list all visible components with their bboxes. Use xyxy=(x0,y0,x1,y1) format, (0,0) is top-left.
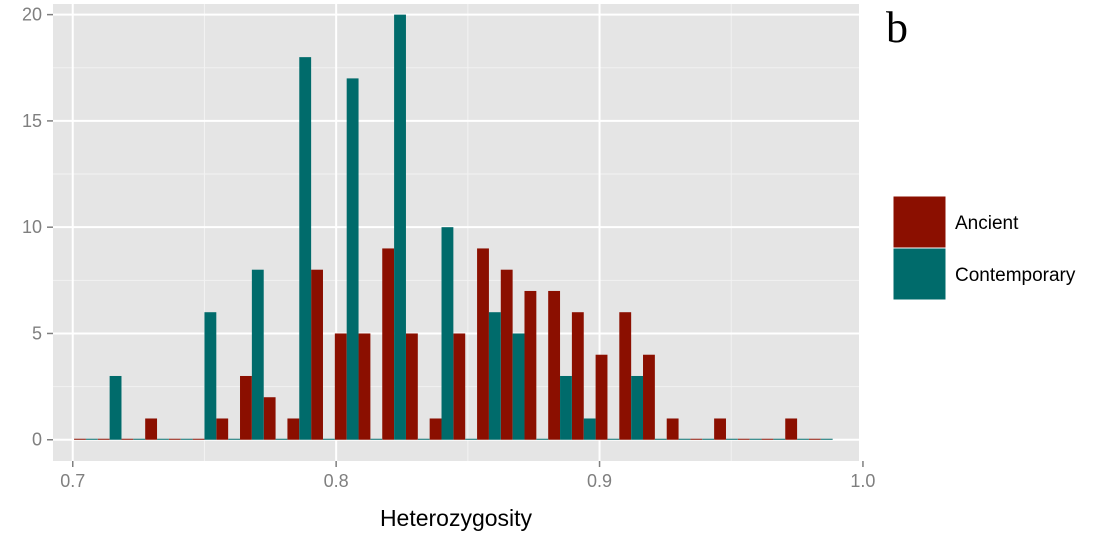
bar-ancient xyxy=(168,438,181,440)
bar-ancient xyxy=(192,438,205,440)
bar-ancient xyxy=(145,418,158,440)
bar-contemporary xyxy=(465,438,478,440)
y-tick-label: 10 xyxy=(22,217,42,237)
bar-contemporary xyxy=(299,57,312,440)
bar-contemporary xyxy=(109,375,122,440)
bar-contemporary xyxy=(417,438,430,440)
bar-ancient xyxy=(216,418,229,440)
bar-ancient xyxy=(548,290,561,440)
bar-ancient xyxy=(358,333,371,440)
x-tick-labels: 0.7 0.8 0.9 1.0 xyxy=(60,471,875,491)
x-tick-label: 0.9 xyxy=(587,471,612,491)
axis-ticks xyxy=(47,13,864,467)
bar-ancient xyxy=(571,312,584,440)
bar-ancient xyxy=(595,354,608,440)
x-axis-title: Heterozygosity xyxy=(380,505,533,531)
y-tick-label: 20 xyxy=(22,5,42,25)
bar-contemporary xyxy=(560,375,572,440)
bar-ancient xyxy=(453,333,466,440)
bar-contemporary xyxy=(512,333,525,440)
bar-ancient xyxy=(97,438,110,440)
bar-ancient xyxy=(690,438,703,440)
bar-contemporary xyxy=(180,438,193,440)
bar-contemporary xyxy=(725,438,738,440)
bar-ancient xyxy=(714,418,726,440)
bar-contemporary xyxy=(488,312,501,440)
bar-ancient xyxy=(382,248,395,440)
bar-ancient xyxy=(121,438,134,440)
bar-ancient xyxy=(643,354,655,440)
bar-ancient xyxy=(287,418,300,440)
bar-contemporary xyxy=(654,438,667,440)
bar-ancient xyxy=(311,269,323,440)
bar-contemporary xyxy=(394,14,406,440)
bar-contemporary xyxy=(441,227,454,440)
bar-contemporary xyxy=(85,438,98,440)
bar-contemporary xyxy=(607,438,620,440)
legend-key-border xyxy=(892,247,947,301)
bar-ancient xyxy=(334,333,347,440)
bar-ancient xyxy=(74,438,86,440)
bar-ancient xyxy=(429,418,442,440)
bar-contemporary xyxy=(133,438,146,440)
bar-contemporary xyxy=(275,438,288,440)
bar-contemporary xyxy=(322,438,335,440)
bar-ancient xyxy=(263,397,276,440)
bar-ancient xyxy=(524,290,537,440)
bar-ancient xyxy=(240,375,252,440)
bars xyxy=(74,14,833,440)
y-tick-label: 5 xyxy=(32,323,42,343)
bar-contemporary xyxy=(228,438,241,440)
bar-contemporary xyxy=(702,438,715,440)
bar-contemporary xyxy=(346,78,359,440)
bar-contemporary xyxy=(820,438,833,440)
legend-label-contemporary: Contemporary xyxy=(955,265,1076,286)
bar-ancient xyxy=(785,418,798,440)
bar-contemporary xyxy=(251,269,264,440)
bar-ancient xyxy=(808,438,821,440)
bar-ancient xyxy=(477,248,489,440)
x-tick-label: 0.8 xyxy=(324,471,349,491)
x-tick-label: 1.0 xyxy=(850,471,875,491)
x-tick-label: 0.7 xyxy=(60,471,85,491)
bar-ancient xyxy=(737,438,750,440)
bar-contemporary xyxy=(631,375,644,440)
bar-contemporary xyxy=(749,438,762,440)
legend-key-contemporary xyxy=(893,248,946,300)
panel-label: b xyxy=(886,3,908,52)
legend-label-ancient: Ancient xyxy=(955,213,1019,234)
bar-contemporary xyxy=(536,438,549,440)
bar-contemporary xyxy=(678,438,691,440)
y-tick-label: 0 xyxy=(32,430,42,450)
bar-contemporary xyxy=(583,418,596,440)
bar-contemporary xyxy=(370,438,383,440)
bar-contemporary xyxy=(157,438,169,440)
y-tick-label: 15 xyxy=(22,111,42,131)
bar-contemporary xyxy=(204,312,217,440)
legend: Ancient Contemporary xyxy=(892,195,1076,301)
bar-contemporary xyxy=(797,438,809,440)
bar-ancient xyxy=(500,269,513,440)
y-tick-labels: 0 5 10 15 20 xyxy=(22,5,42,450)
bar-contemporary xyxy=(773,438,786,440)
bar-ancient xyxy=(405,333,418,440)
bar-ancient xyxy=(666,418,679,440)
legend-key-ancient xyxy=(893,196,946,248)
bar-ancient xyxy=(619,312,632,440)
bar-ancient xyxy=(761,438,774,440)
